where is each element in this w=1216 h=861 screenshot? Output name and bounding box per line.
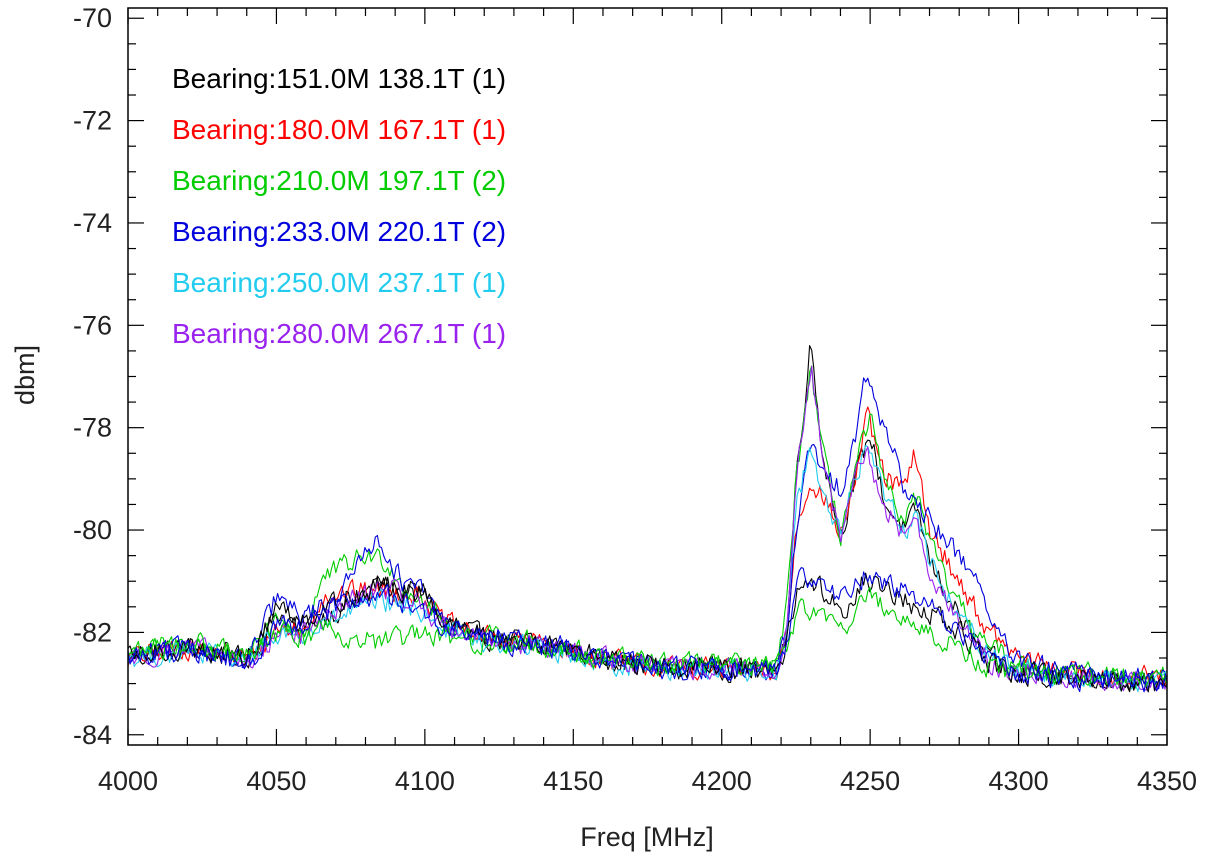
x-tick-label: 4300 [989, 766, 1049, 796]
y-tick-label: -78 [73, 413, 112, 443]
series-line [127, 377, 1168, 690]
plot-frame [127, 7, 1168, 746]
x-axis-label: Freq [MHz] [580, 822, 714, 852]
legend: Bearing:151.0M 138.1T (1) Bearing:180.0M … [172, 63, 506, 349]
x-tick-label: 4050 [246, 766, 306, 796]
y-tick-label: -84 [73, 720, 112, 750]
series-line [127, 365, 1168, 689]
x-tick-label: 4150 [543, 766, 603, 796]
x-tick-label: 4350 [1137, 766, 1197, 796]
y-tick-label: -82 [73, 617, 112, 647]
legend-entry: Bearing:180.0M 167.1T (1) [172, 114, 506, 145]
legend-entry: Bearing:151.0M 138.1T (1) [172, 63, 506, 94]
legend-entry: Bearing:233.0M 220.1T (2) [172, 216, 506, 247]
x-tick-label: 4200 [692, 766, 752, 796]
x-tick-label: 4000 [98, 766, 158, 796]
y-tick-label: -74 [73, 208, 112, 238]
y-tick-labels: -84 -82 -80 -78 -76 -74 -72 -70 [73, 3, 112, 750]
series-line [127, 572, 1168, 693]
series-line [127, 567, 1168, 693]
y-tick-label: -76 [73, 310, 112, 340]
y-tick-label: -80 [73, 515, 112, 545]
series-line [127, 406, 1168, 687]
series-line [127, 586, 1168, 687]
legend-entry: Bearing:280.0M 267.1T (1) [172, 318, 506, 349]
legend-entry: Bearing:210.0M 197.1T (2) [172, 165, 506, 196]
x-tick-labels: 4000 4050 4100 4150 4200 4250 4300 4350 [98, 766, 1197, 796]
x-tick-label: 4100 [395, 766, 455, 796]
series-line [127, 365, 1168, 692]
y-tick-label: -72 [73, 106, 112, 136]
series-lines [127, 345, 1168, 693]
axis-ticks [127, 8, 1168, 745]
series-line [127, 345, 1168, 693]
x-tick-label: 4250 [840, 766, 900, 796]
y-tick-label: -70 [73, 3, 112, 33]
y-axis-label: dbm] [10, 345, 40, 405]
legend-entry: Bearing:250.0M 237.1T (1) [172, 267, 506, 298]
